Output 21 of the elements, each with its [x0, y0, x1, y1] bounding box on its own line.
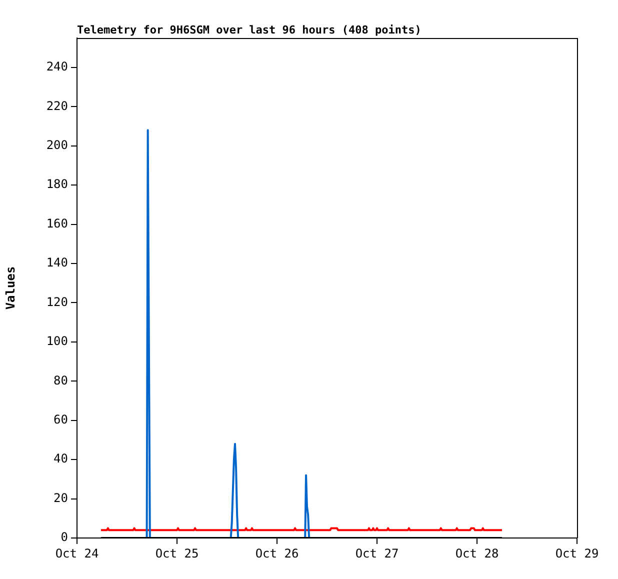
y-tick-label: 20 [54, 490, 68, 505]
y-tick-label: 60 [54, 412, 68, 426]
y-tick-label: 200 [46, 138, 68, 152]
y-tick-label: 40 [54, 452, 68, 466]
chart-title: Telemetry for 9H6SGM over last 96 hours (408 points) [77, 23, 422, 36]
x-tick-label: Oct 25 [155, 546, 199, 560]
y-tick-label: 100 [46, 334, 68, 348]
x-tick-label: Oct 29 [555, 546, 599, 560]
y-tick-label: 80 [54, 373, 68, 388]
y-tick-label: 0 [60, 530, 68, 544]
y-tick-label: 240 [46, 60, 68, 74]
y-tick-label: 120 [46, 294, 68, 309]
x-tick-label: Oct 27 [355, 546, 399, 560]
y-tick-label: 140 [46, 256, 68, 270]
x-tick-label: Oct 28 [455, 546, 499, 560]
y-tick-label: 160 [46, 216, 68, 230]
x-tick-label: Oct 26 [255, 546, 299, 560]
y-tick-label: 220 [46, 98, 68, 113]
y-axis-title: Values [3, 266, 18, 310]
y-tick-label: 180 [46, 177, 68, 192]
x-tick-label: Oct 24 [55, 546, 99, 560]
